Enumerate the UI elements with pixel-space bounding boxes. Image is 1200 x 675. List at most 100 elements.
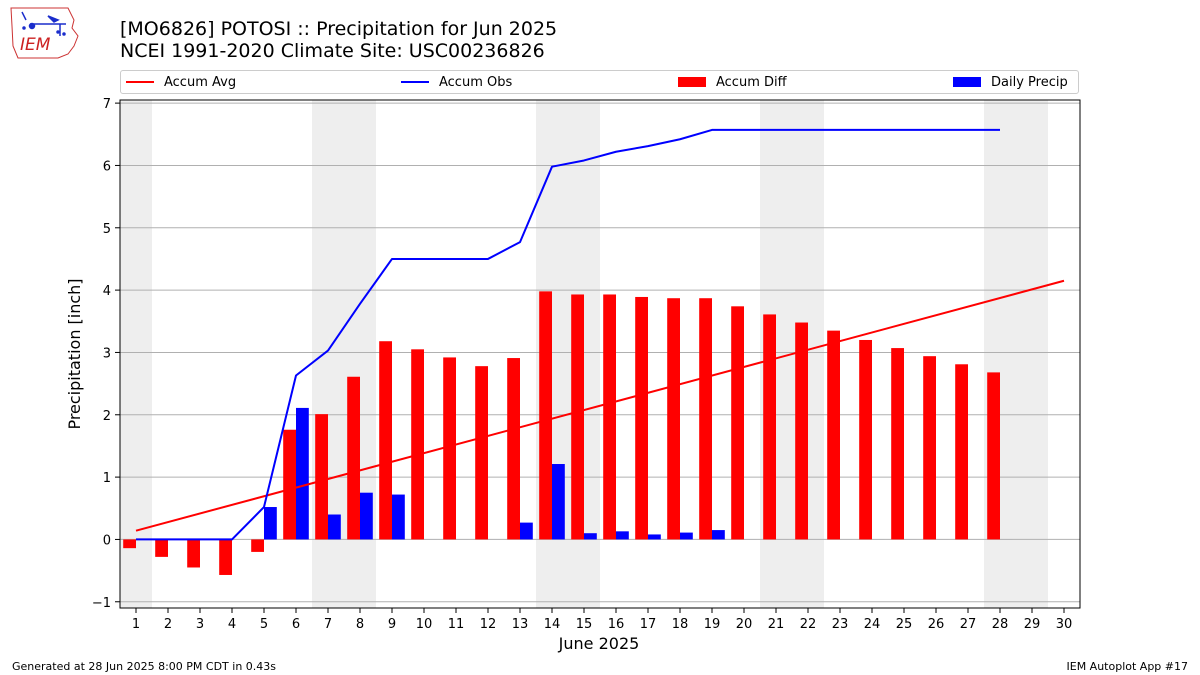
app-credit: IEM Autoplot App #17	[1066, 660, 1189, 673]
legend-label: Accum Diff	[716, 74, 787, 90]
y-tick-label: 2	[103, 409, 111, 424]
x-tick-label: 4	[228, 617, 236, 632]
accum-avg-line	[135, 279, 1065, 532]
y-tick-label: −1	[92, 596, 111, 611]
x-tick-label: 15	[576, 617, 593, 632]
iem-logo: IEM	[10, 7, 79, 59]
y-tick-label: 7	[103, 97, 111, 112]
accum-diff-bar	[155, 539, 168, 557]
y-axis-label: Precipitation [inch]	[65, 278, 84, 429]
x-tick-label: 3	[196, 617, 204, 632]
accum-diff-bar	[219, 539, 232, 575]
accum-diff-bar	[411, 349, 424, 540]
accum-diff-bar	[827, 330, 840, 540]
x-tick-label: 9	[388, 617, 396, 632]
daily-precip-bar	[584, 533, 597, 540]
accum-diff-bar	[507, 358, 520, 540]
legend-swatch-daily-precip	[953, 77, 981, 87]
daily-precip-bar	[616, 531, 629, 540]
accum-diff-bar	[923, 356, 936, 540]
bars	[123, 291, 1013, 575]
daily-precip-bar	[264, 507, 277, 540]
y-tick-label: 5	[103, 222, 111, 237]
x-tick-label: 13	[512, 617, 529, 632]
chart-title: [MO6826] POTOSI :: Precipitation for Jun…	[120, 18, 558, 40]
x-tick-label: 17	[640, 617, 657, 632]
daily-precip-bar	[680, 532, 693, 540]
x-tick-label: 21	[768, 617, 785, 632]
daily-precip-bar	[392, 494, 405, 540]
accum-diff-bar	[539, 291, 552, 540]
x-tick-label: 27	[960, 617, 977, 632]
legend-label: Accum Avg	[164, 74, 237, 90]
weekend-band	[120, 100, 152, 608]
x-tick-label: 14	[544, 617, 561, 632]
y-tick-label: 4	[103, 284, 111, 299]
accum-diff-bar	[571, 294, 584, 540]
legend-item-accum-obs: Accum Obs	[401, 71, 512, 93]
lines	[135, 128, 1065, 541]
x-tick-label: 11	[448, 617, 465, 632]
accum-diff-bar	[379, 341, 392, 540]
grid-lines	[120, 102, 1080, 603]
daily-precip-bar	[712, 530, 725, 540]
accum-diff-bar	[955, 364, 968, 540]
accum-diff-bar	[283, 429, 296, 540]
daily-precip-bar	[296, 407, 309, 540]
accum-diff-bar	[891, 348, 904, 540]
accum-diff-bar	[475, 366, 488, 540]
generated-timestamp: Generated at 28 Jun 2025 8:00 PM CDT in …	[12, 660, 277, 673]
legend-label: Daily Precip	[991, 74, 1068, 90]
x-tick-label: 23	[832, 617, 849, 632]
accum-diff-bar	[123, 539, 136, 549]
legend-swatch-accum-obs	[401, 81, 429, 83]
x-tick-label: 26	[928, 617, 945, 632]
accum-diff-bar	[347, 376, 360, 540]
x-axis-label: June 2025	[558, 634, 640, 653]
x-tick-label: 22	[800, 617, 817, 632]
x-tick-label: 12	[480, 617, 497, 632]
x-tick-label: 8	[356, 617, 364, 632]
legend-item-accum-avg: Accum Avg	[126, 71, 236, 93]
x-tick-label: 25	[896, 617, 913, 632]
legend-item-accum-diff: Accum Diff	[678, 71, 787, 93]
y-tick-label: 0	[103, 533, 111, 548]
daily-precip-bar	[520, 522, 533, 540]
daily-precip-bar	[648, 534, 661, 540]
logo-text: IEM	[20, 35, 51, 55]
plot-frame	[119, 99, 1081, 609]
x-tick-label: 29	[1024, 617, 1041, 632]
daily-precip-bar	[328, 514, 341, 540]
x-tick-label: 20	[736, 617, 753, 632]
daily-precip-bar	[360, 492, 373, 540]
accum-diff-bar	[667, 298, 680, 540]
y-tick-label: 1	[103, 471, 111, 486]
x-tick-label: 5	[260, 617, 268, 632]
accum-diff-bar	[443, 357, 456, 540]
accum-diff-bar	[987, 372, 1000, 540]
x-tick-label: 19	[704, 617, 721, 632]
accum-diff-bar	[699, 298, 712, 540]
x-tick-label: 2	[164, 617, 172, 632]
legend-swatch-accum-diff	[678, 77, 706, 87]
y-tick-label: 3	[103, 346, 111, 361]
x-tick-label: 6	[292, 617, 300, 632]
x-tick-label: 10	[416, 617, 433, 632]
legend-swatch-accum-avg	[126, 81, 154, 83]
legend-item-daily-precip: Daily Precip	[953, 71, 1068, 93]
x-tick-label: 18	[672, 617, 689, 632]
chart-subtitle: NCEI 1991-2020 Climate Site: USC00236826	[120, 40, 545, 62]
x-tick-label: 28	[992, 617, 1009, 632]
accum-diff-bar	[635, 296, 648, 540]
accum-diff-bar	[251, 539, 264, 552]
legend-label: Accum Obs	[439, 74, 513, 90]
x-tick-label: 1	[132, 617, 140, 632]
accum-diff-bar	[795, 322, 808, 540]
accum-diff-bar	[731, 306, 744, 540]
accum-diff-bar	[315, 414, 328, 540]
accum-diff-bar	[763, 314, 776, 540]
x-tick-label: 7	[324, 617, 332, 632]
accum-diff-bar	[859, 339, 872, 540]
